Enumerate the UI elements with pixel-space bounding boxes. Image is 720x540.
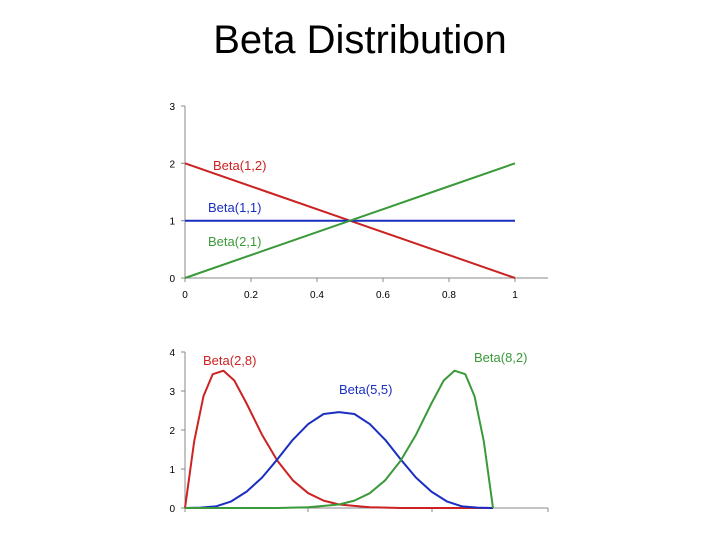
top-chart: 0 1 2 3 0 0.2 0.4 0.6 0.8 1 Beta(1,2) Beta(1,1) Beta… [169,102,548,301]
x-tick-label: 0.8 [442,290,456,301]
series-line-beta-5-5 [184,411,494,509]
y-tick-label: 0 [169,504,175,515]
x-tick-label: 0 [182,290,188,301]
series-label-beta-1-2: Beta(1,2) [213,158,266,173]
bottom-chart: 0 1 2 3 4 Beta(2,8) Beta(5,5) Beta(8,2) [169,348,549,515]
series-label-beta-8-2: Beta(8,2) [474,350,527,365]
series-line-beta-2-1 [184,162,516,279]
y-tick-label: 1 [169,217,175,228]
x-tick-label: 0.4 [310,290,324,301]
series-line-beta-2-8 [184,369,493,509]
x-tick-label: 0.2 [244,290,258,301]
series-label-beta-5-5: Beta(5,5) [339,382,392,397]
series-label-beta-2-1: Beta(2,1) [208,234,261,249]
y-tick-label: 3 [169,387,175,398]
y-tick-label: 2 [169,426,175,437]
y-tick-label: 3 [169,102,175,113]
x-tick-label: 0.6 [376,290,390,301]
series-label-beta-2-8: Beta(2,8) [203,353,256,368]
y-tick-label: 2 [169,159,175,170]
series-label-beta-1-1: Beta(1,1) [208,200,261,215]
series-line-beta-8-2 [185,369,494,509]
x-tick-label: 1 [512,290,518,301]
y-tick-label: 1 [169,465,175,476]
slide-title: Beta Distribution [213,18,507,62]
y-tick-label: 4 [169,348,175,359]
y-tick-label: 0 [169,274,175,285]
